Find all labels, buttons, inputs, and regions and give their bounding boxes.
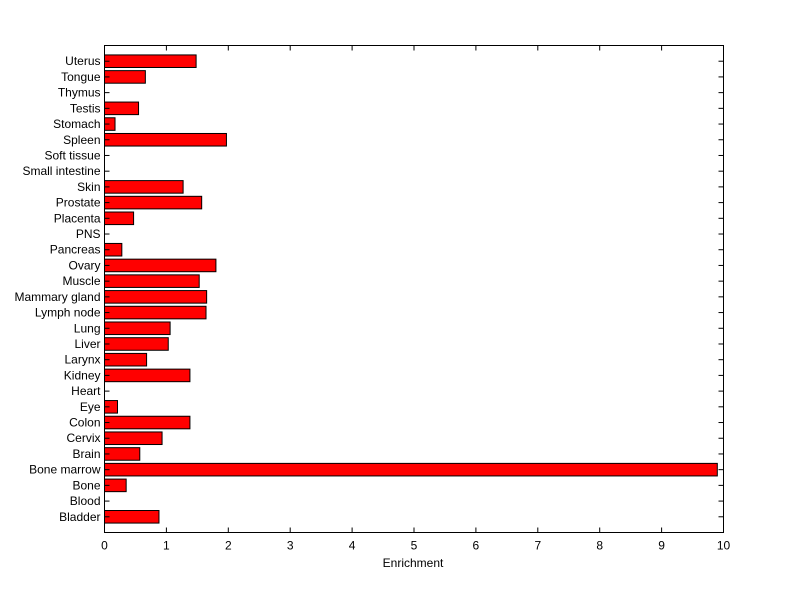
bar-muscle: [104, 274, 200, 288]
bar-cervix: [104, 431, 163, 446]
bar-skin: [104, 180, 184, 194]
x-tick-label-3: 3: [287, 539, 294, 553]
plot-frame: [104, 45, 724, 533]
x-axis: 0 1 2 3 4 5 6 7 8 9 10: [101, 45, 731, 553]
bar-colon: [104, 415, 191, 430]
y-tick-label-pns: PNS: [76, 227, 101, 241]
x-tick-label-1: 1: [163, 539, 170, 553]
x-tick-label-5: 5: [411, 539, 418, 553]
plot-area: [104, 45, 724, 533]
bar-testis: [104, 101, 140, 116]
bar-bladder: [104, 510, 160, 524]
bar-uterus: [104, 54, 197, 68]
y-tick-label-tongue: Tongue: [61, 70, 101, 84]
x-tick-label-2: 2: [225, 539, 232, 553]
y-tick-label-thymus: Thymus: [58, 86, 101, 100]
y-tick-label-colon: Colon: [69, 416, 100, 430]
x-tick-label-9: 9: [658, 539, 665, 553]
y-tick-label-prostate: Prostate: [56, 196, 101, 210]
y-tick-label-pancreas: Pancreas: [50, 243, 101, 257]
y-tick-label-bladder: Bladder: [59, 510, 100, 524]
bar-prostate: [104, 195, 203, 210]
bar-kidney: [104, 368, 191, 383]
x-tick-label-8: 8: [596, 539, 603, 553]
y-tick-label-brain: Brain: [72, 447, 100, 461]
y-tick-label-blood: Blood: [70, 494, 101, 508]
y-tick-label-mammary-gland: Mammary gland: [14, 290, 100, 304]
x-tick-label-7: 7: [534, 539, 541, 553]
y-tick-label-heart: Heart: [71, 384, 101, 398]
bar-ovary: [104, 258, 217, 273]
y-tick-label-testis: Testis: [70, 101, 101, 115]
y-tick-label-small-intestine: Small intestine: [22, 164, 100, 178]
y-tick-label-skin: Skin: [77, 180, 100, 194]
y-tick-label-lung: Lung: [74, 321, 101, 335]
bar-mammary-gland: [104, 290, 208, 304]
bar-larynx: [104, 352, 148, 367]
bar-liver: [104, 337, 169, 351]
x-tick-label-10: 10: [717, 539, 731, 553]
bar-spleen: [104, 132, 227, 147]
bar-tongue: [104, 70, 146, 84]
y-tick-label-larynx: Larynx: [64, 353, 100, 367]
bar-lymph-node: [104, 305, 207, 320]
y-tick-label-ovary: Ovary: [68, 258, 100, 272]
y-tick-label-placenta: Placenta: [54, 211, 101, 225]
y-tick-label-uterus: Uterus: [65, 54, 100, 68]
bar-lung: [104, 321, 171, 336]
y-tick-label-bone-marrow: Bone marrow: [29, 463, 101, 477]
y-tick-label-cervix: Cervix: [66, 431, 100, 445]
y-tick-label-eye: Eye: [80, 400, 101, 414]
bar-brain: [104, 447, 141, 461]
y-tick-label-muscle: Muscle: [62, 274, 100, 288]
bar-bone-marrow: [104, 462, 718, 477]
x-tick-label-6: 6: [473, 539, 480, 553]
y-tick-label-kidney: Kidney: [64, 368, 101, 382]
x-axis-title: Enrichment: [383, 556, 444, 570]
y-tick-label-bone: Bone: [72, 478, 100, 492]
y-tick-label-stomach: Stomach: [53, 117, 100, 131]
y-tick-label-spleen: Spleen: [63, 133, 100, 147]
x-tick-label-0: 0: [101, 539, 108, 553]
y-tick-label-soft-tissue: Soft tissue: [44, 148, 100, 162]
y-tick-label-liver: Liver: [74, 337, 100, 351]
x-tick-label-4: 4: [349, 539, 356, 553]
y-tick-label-lymph-node: Lymph node: [35, 306, 101, 320]
